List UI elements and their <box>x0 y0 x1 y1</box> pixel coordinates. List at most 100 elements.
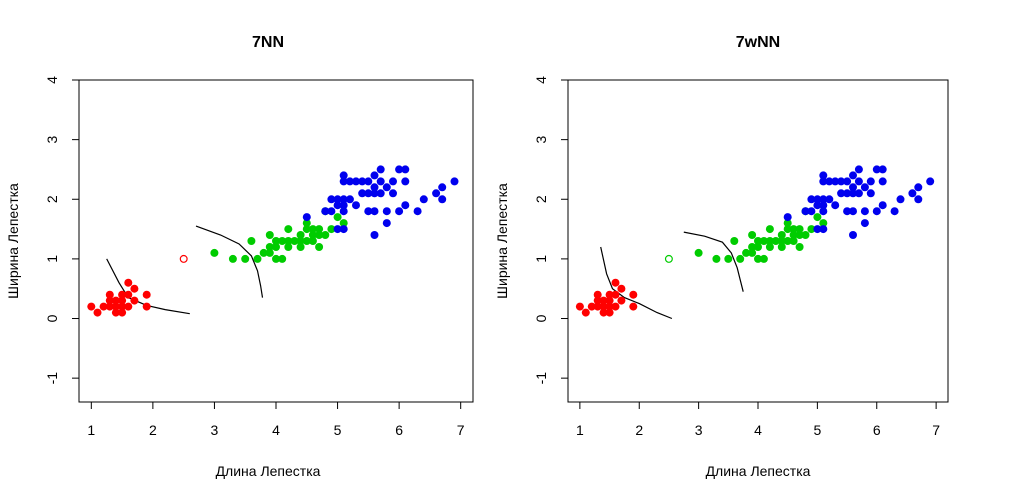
chart-2-data-point <box>872 165 881 174</box>
chart-1-y-tick-label: 4 <box>44 76 60 84</box>
chart-2-data-point <box>843 207 852 216</box>
chart-1-data-point <box>302 213 311 222</box>
chart-2-data-point <box>849 171 857 180</box>
chart-2-data-point <box>860 183 869 192</box>
chart-1-data-point <box>93 308 102 317</box>
chart-1-data-point <box>352 177 360 186</box>
chart-1-data-point <box>111 296 120 305</box>
chart-1-data-point <box>130 296 139 305</box>
chart-2-data-point <box>843 189 852 198</box>
chart-1-data-point <box>302 225 311 234</box>
chart-2-data-point <box>789 231 798 239</box>
chart-1-data-point <box>210 248 219 257</box>
chart-1-data-point <box>302 237 311 245</box>
chart-2-data-point <box>819 177 828 186</box>
chart-1-data-point <box>308 225 317 234</box>
chart-1-data-point <box>333 201 342 210</box>
chart-1-data-point <box>315 225 324 234</box>
chart-1-data-point <box>389 189 397 198</box>
chart-2-classified-point <box>664 254 673 263</box>
chart-1-data-point <box>401 177 410 186</box>
chart-2-x-tick-label: 4 <box>754 422 762 438</box>
chart-1-data-point <box>395 207 404 216</box>
chart-1-data-point <box>284 237 293 245</box>
chart-2-data-point <box>813 195 822 204</box>
chart-2-data-point <box>825 195 834 204</box>
chart-1-data-point <box>339 201 348 210</box>
chart-2-data-point <box>837 189 846 198</box>
chart-2-data-point <box>765 243 774 251</box>
chart-1-x-tick-label: 6 <box>395 422 403 438</box>
chart-1-data-point <box>339 171 348 180</box>
chart-1-data-point <box>401 201 410 210</box>
chart-1-data-point <box>278 237 287 245</box>
chart-2-y-tick-label: 3 <box>533 136 549 144</box>
chart-1-y-tick-label: 0 <box>44 314 60 322</box>
chart-1-data-point <box>358 177 367 186</box>
chart-2-data-point <box>742 248 751 257</box>
chart-2-data-point <box>914 195 923 204</box>
chart-2-data-point <box>754 243 762 251</box>
chart-1-y-tick-label: 1 <box>44 255 60 263</box>
chart-1-data-point <box>124 302 133 311</box>
chart-1-data-point <box>321 207 330 216</box>
chart-2-data-point <box>593 290 602 299</box>
chart-2-data-point <box>736 254 745 263</box>
chart-2-data-point <box>878 177 887 186</box>
chart-1-data-point <box>395 165 404 174</box>
chart-2-x-tick-label: 6 <box>873 422 881 438</box>
chart-1-data-point <box>333 195 342 204</box>
chart-2-data-point <box>890 207 899 216</box>
chart-1-data-point <box>315 231 324 239</box>
chart-1-data-point <box>376 189 385 198</box>
chart-1-data-point <box>339 219 348 228</box>
chart-1-data-point <box>401 165 410 174</box>
chart-1-y-tick-label: -1 <box>44 372 60 385</box>
chart-1-data-point <box>450 177 459 186</box>
chart-1-data-point <box>376 177 385 186</box>
chart-2-data-point <box>765 225 774 234</box>
chart-1-data-point <box>142 302 151 311</box>
chart-2-data-point <box>795 243 804 251</box>
chart-1-data-point <box>265 248 274 257</box>
chart-2-data-point <box>860 219 869 228</box>
chart-2-decision-boundary <box>600 246 673 320</box>
chart-1-data-point <box>308 237 317 245</box>
chart-2-data-point <box>748 231 757 239</box>
chart-2-data-point <box>849 183 857 192</box>
chart-1-data-point <box>370 231 379 239</box>
chart-1-data-point <box>327 225 336 234</box>
chart-2-data-point <box>599 308 608 317</box>
chart-1-data-point <box>118 302 127 311</box>
chart-1-data-point <box>228 254 237 263</box>
chart-2-data-point <box>854 165 863 174</box>
chart-2-data-point <box>777 237 786 245</box>
chart-1-data-point <box>352 201 360 210</box>
chart-2-title: 7wNN <box>736 34 780 51</box>
chart-1-data-point <box>296 231 305 239</box>
chart-1-data-point <box>87 302 96 311</box>
chart-1-data-point <box>327 207 336 216</box>
chart-2-data-point <box>605 308 614 317</box>
chart-1-x-tick-label: 5 <box>334 422 342 438</box>
chart-2-y-tick-label: 1 <box>533 255 549 263</box>
chart-2-data-point <box>819 201 828 210</box>
chart-1-decision-boundary <box>195 225 264 298</box>
chart-1-data-point <box>327 195 336 204</box>
chart-2-data-point <box>795 225 804 234</box>
chart-2-data-point <box>730 237 739 245</box>
chart-2-data-point <box>694 248 703 257</box>
chart-2-data-point <box>795 231 804 239</box>
chart-1-data-point <box>358 189 367 198</box>
chart-2-x-tick-label: 7 <box>932 422 940 438</box>
chart-1-data-point <box>105 296 114 305</box>
chart-1-data-point <box>265 243 274 251</box>
chart-2-data-point <box>593 296 602 305</box>
chart-1-data-point <box>364 177 373 186</box>
chart-2-data-point <box>629 302 638 311</box>
chart-1-data-point <box>105 302 114 311</box>
chart-2-data-point <box>801 231 810 239</box>
chart-2-data-point <box>813 225 822 234</box>
chart-1-data-point <box>296 237 305 245</box>
